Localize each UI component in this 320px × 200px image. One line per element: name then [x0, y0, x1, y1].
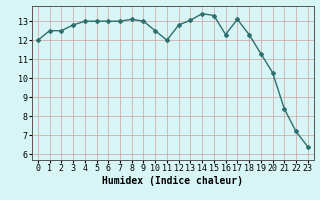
- X-axis label: Humidex (Indice chaleur): Humidex (Indice chaleur): [102, 176, 243, 186]
